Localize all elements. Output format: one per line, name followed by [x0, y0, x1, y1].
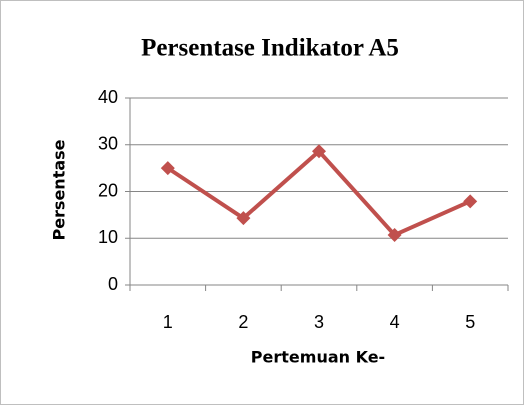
y-axis-title: Persentase	[50, 139, 69, 240]
y-tick-label: 30	[98, 134, 118, 154]
x-tick-label: 3	[314, 312, 324, 332]
x-tick-label: 2	[238, 312, 248, 332]
y-tick-label: 20	[98, 180, 118, 200]
point-marker	[387, 227, 402, 242]
x-tick-label: 4	[390, 312, 400, 332]
point-marker	[312, 144, 326, 159]
y-tick-label: 0	[108, 274, 118, 294]
y-tick-label: 10	[98, 227, 118, 247]
point-marker	[160, 161, 175, 176]
chart-title: Persentase Indikator A5	[141, 35, 399, 62]
point-marker	[463, 194, 478, 209]
x-axis-title: Pertemuan Ke-	[251, 348, 385, 367]
x-tick-label: 1	[163, 312, 173, 332]
x-tick-label: 5	[465, 312, 475, 332]
y-tick-label: 40	[98, 87, 118, 107]
point-marker	[236, 211, 251, 226]
